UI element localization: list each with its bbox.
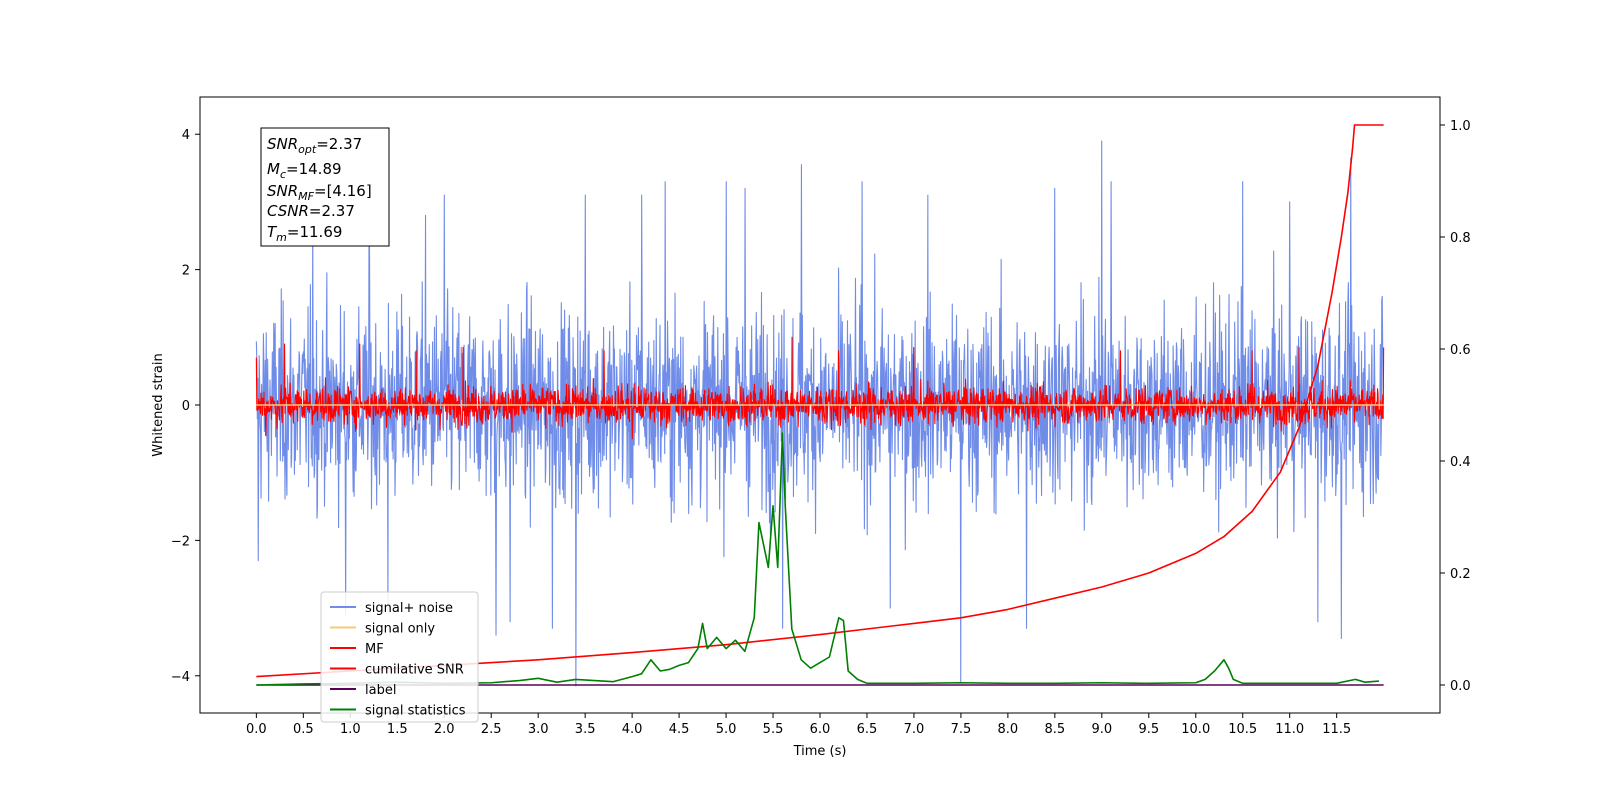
info-var: CSNR bbox=[267, 202, 309, 220]
info-var: SNR bbox=[267, 182, 298, 200]
x-tick-label: 5.0 bbox=[716, 722, 737, 737]
x-tick-label: 3.5 bbox=[575, 722, 596, 737]
x-tick-label: 1.0 bbox=[340, 722, 361, 737]
info-var: SNR bbox=[267, 135, 298, 153]
series-signal-statistics bbox=[256, 432, 1380, 686]
legend-label: MF bbox=[365, 642, 384, 657]
x-tick-label: 7.0 bbox=[904, 722, 925, 737]
y-tick-label: 4 bbox=[182, 128, 190, 143]
x-tick-label: 7.5 bbox=[951, 722, 972, 737]
info-line-snr-opt: SNRopt=2.37 bbox=[267, 135, 362, 156]
info-line-mc: Mc=14.89 bbox=[267, 160, 342, 181]
x-tick-label: 3.0 bbox=[528, 722, 549, 737]
x-tick-label: 6.5 bbox=[857, 722, 878, 737]
x-tick-label: 4.0 bbox=[622, 722, 643, 737]
x-tick-label: 8.0 bbox=[998, 722, 1019, 737]
info-value: =2.37 bbox=[316, 135, 362, 153]
y-tick-label: −2 bbox=[171, 534, 190, 549]
y2-tick-label: 0.2 bbox=[1450, 567, 1471, 582]
y2-tick-label: 0.0 bbox=[1450, 679, 1471, 694]
legend-frame bbox=[320, 591, 479, 723]
y-axis-label: Whitened strain bbox=[151, 353, 166, 456]
y-axis-left: −4 −2 0 2 4 bbox=[171, 128, 200, 685]
x-tick-label: 4.5 bbox=[669, 722, 690, 737]
info-line-snr-mf: SNRMF=[4.16] bbox=[267, 182, 372, 203]
series-cumilative-snr bbox=[256, 124, 1384, 678]
legend-label: cumilative SNR bbox=[365, 663, 464, 678]
x-tick-label: 5.5 bbox=[763, 722, 784, 737]
info-value: =11.69 bbox=[287, 223, 343, 241]
x-axis: 0.0 0.5 1.0 1.5 2.0 2.5 3.0 3.5 4.0 4.5 5.0 5.5 6.0 6… bbox=[246, 713, 1351, 737]
x-tick-label: 9.5 bbox=[1138, 722, 1159, 737]
x-tick-label: 1.5 bbox=[387, 722, 408, 737]
x-tick-label: 9.0 bbox=[1091, 722, 1112, 737]
x-tick-label: 0.5 bbox=[293, 722, 314, 737]
y-axis-right: 0.0 0.2 0.4 0.6 0.8 1.0 bbox=[1440, 119, 1471, 694]
x-axis-label: Time (s) bbox=[793, 744, 847, 759]
x-tick-label: 0.0 bbox=[246, 722, 267, 737]
info-sub: MF bbox=[298, 190, 314, 203]
info-value: =[4.16] bbox=[314, 182, 372, 200]
x-tick-label: 6.0 bbox=[810, 722, 831, 737]
legend-label: signal only bbox=[365, 622, 435, 637]
info-var: T bbox=[267, 223, 278, 241]
x-tick-label: 8.5 bbox=[1045, 722, 1066, 737]
x-tick-label: 2.5 bbox=[481, 722, 502, 737]
info-line-csnr: CSNR=2.37 bbox=[267, 202, 355, 220]
info-value: =14.89 bbox=[286, 160, 342, 178]
info-box: SNRopt=2.37 Mc=14.89 SNRMF=[4.16] CSNR=2… bbox=[260, 127, 390, 247]
x-tick-label: 10.5 bbox=[1228, 722, 1257, 737]
y-tick-label: 0 bbox=[182, 399, 190, 414]
y2-tick-label: 1.0 bbox=[1450, 119, 1471, 134]
legend-label: label bbox=[365, 683, 396, 698]
info-sub: m bbox=[276, 231, 287, 244]
x-tick-label: 10.0 bbox=[1181, 722, 1210, 737]
legend-label: signal statistics bbox=[365, 704, 466, 719]
info-box-frame bbox=[260, 127, 390, 247]
legend-label: signal+ noise bbox=[365, 601, 453, 616]
x-tick-label: 11.0 bbox=[1275, 722, 1304, 737]
legend-items: signal+ noise signal only MF cumilative SNR… bbox=[330, 601, 466, 719]
y2-tick-label: 0.4 bbox=[1450, 455, 1471, 470]
x-tick-label: 11.5 bbox=[1322, 722, 1351, 737]
series-signal-noise bbox=[255, 140, 1385, 687]
info-value: =2.37 bbox=[309, 202, 355, 220]
x-tick-label: 2.0 bbox=[434, 722, 455, 737]
info-line-tm: Tm=11.69 bbox=[267, 223, 342, 244]
info-var: M bbox=[267, 160, 280, 178]
legend: signal+ noise signal only MF cumilative SNR… bbox=[320, 591, 479, 723]
info-sub: opt bbox=[298, 143, 317, 156]
y2-tick-label: 0.6 bbox=[1450, 343, 1471, 358]
info-sub: c bbox=[280, 168, 286, 181]
y-tick-label: 2 bbox=[182, 264, 190, 279]
y-tick-label: −4 bbox=[171, 670, 190, 685]
y2-tick-label: 0.8 bbox=[1450, 231, 1471, 246]
